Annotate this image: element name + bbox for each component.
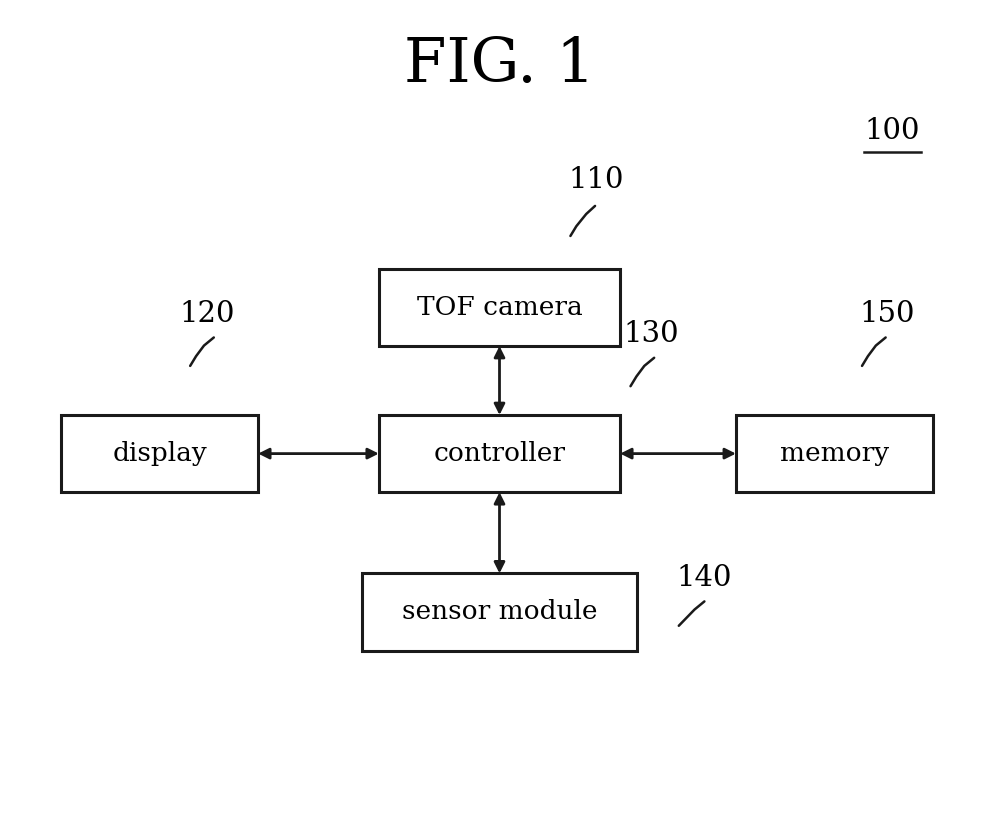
Text: memory: memory bbox=[780, 441, 889, 466]
Text: controller: controller bbox=[434, 441, 565, 466]
Text: 100: 100 bbox=[864, 117, 919, 145]
Text: 140: 140 bbox=[676, 563, 732, 591]
FancyBboxPatch shape bbox=[736, 415, 933, 492]
Text: TOF camera: TOF camera bbox=[417, 295, 582, 320]
Text: 130: 130 bbox=[623, 320, 679, 348]
FancyBboxPatch shape bbox=[379, 415, 620, 492]
Text: 120: 120 bbox=[180, 300, 235, 328]
FancyBboxPatch shape bbox=[61, 415, 258, 492]
FancyBboxPatch shape bbox=[362, 573, 637, 651]
FancyBboxPatch shape bbox=[379, 268, 620, 346]
Text: 110: 110 bbox=[568, 166, 624, 194]
Text: 150: 150 bbox=[859, 300, 914, 328]
Text: sensor module: sensor module bbox=[402, 600, 597, 624]
Text: FIG. 1: FIG. 1 bbox=[404, 36, 595, 95]
Text: display: display bbox=[112, 441, 207, 466]
